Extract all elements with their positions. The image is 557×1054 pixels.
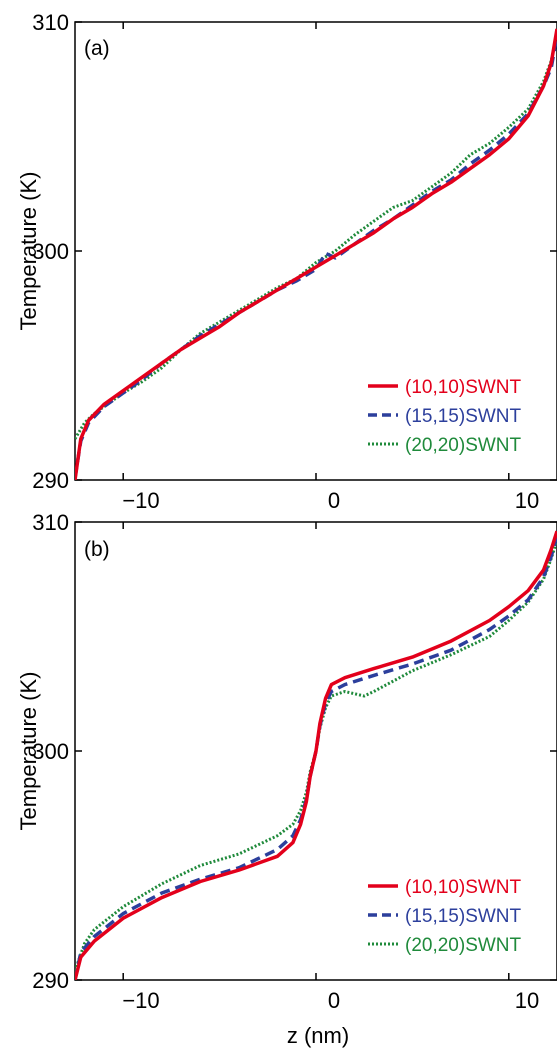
x-tick-label: 10 [515,488,539,513]
y-axis-label-a: Temperature (K) [16,172,41,331]
legend-label: (20,20)SWNT [405,935,522,956]
panel-label-a: (a) [84,37,110,60]
x-tick-label: 0 [328,488,340,513]
x-ticks-b [122,522,510,980]
panel-label-b: (b) [84,538,110,561]
series-layer-a [75,28,557,480]
series-line-10-10-swnt [75,28,557,480]
legend-label: (15,15)SWNT [405,906,522,927]
y-tick-label: 310 [32,510,69,535]
x-tick-label: −10 [122,988,159,1013]
y-tick-label: 300 [32,739,69,764]
y-tick-label: 290 [32,468,69,493]
y-axis-label-b: Temperature (K) [16,672,41,831]
y-tick-label: 310 [32,10,69,35]
chart-panel-a: (a) Temperature (K) 310 300 290 −10 0 10… [16,10,557,513]
y-tick-label: 300 [32,239,69,264]
x-axis-label: z (nm) [287,1023,349,1048]
legend-a: (10,10)SWNT (15,15)SWNT (20,20)SWNT [368,377,522,456]
x-tick-label: −10 [122,488,159,513]
x-tick-label: 0 [328,988,340,1013]
x-ticks-a [122,22,510,480]
series-line-10-10-swnt [75,530,557,980]
y-tick-label: 290 [32,968,69,993]
series-line-20-20-swnt [75,33,557,440]
chart-panel-b: (b) Temperature (K) 310 300 290 −10 0 10… [16,510,557,1048]
series-line-15-15-swnt [75,35,557,478]
legend-label: (15,15)SWNT [405,406,522,427]
series-layer-b [75,530,557,980]
legend-label: (20,20)SWNT [405,435,522,456]
legend-b: (10,10)SWNT (15,15)SWNT (20,20)SWNT [368,877,522,956]
x-tick-label: 10 [515,988,539,1013]
legend-label: (10,10)SWNT [405,377,522,398]
legend-label: (10,10)SWNT [405,877,522,898]
